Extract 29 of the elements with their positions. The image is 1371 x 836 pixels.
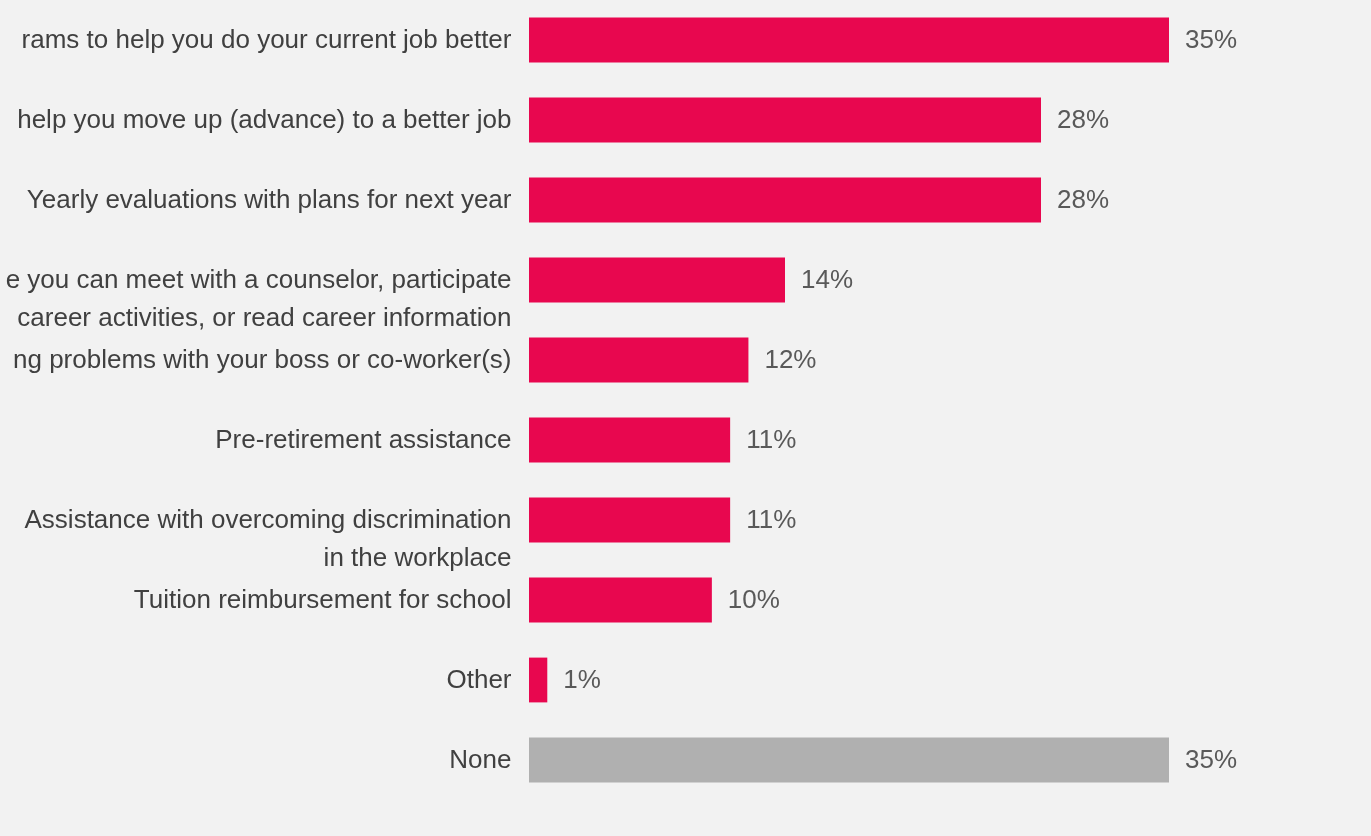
data-label: 12% xyxy=(764,344,817,374)
y-tick-label: Yearly evaluations with plans for next year xyxy=(26,184,512,214)
bar xyxy=(529,337,749,383)
bar xyxy=(529,177,1041,223)
bar xyxy=(529,577,712,623)
bar xyxy=(529,97,1041,143)
y-tick-label: Tuition reimbursement for school xyxy=(133,584,512,614)
y-tick-label: rams to help you do your current job better xyxy=(21,24,512,54)
data-label: 35% xyxy=(1185,24,1238,54)
y-tick-label: Other xyxy=(446,664,512,694)
data-label: 28% xyxy=(1057,184,1110,214)
data-label: 11% xyxy=(746,504,797,534)
data-label: 11% xyxy=(746,424,797,454)
data-label: 10% xyxy=(727,584,780,614)
data-label: 1% xyxy=(563,664,601,694)
y-tick-label: help you move up (advance) to a better job xyxy=(17,104,512,134)
y-tick-label: ng problems with your boss or co-worker(s) xyxy=(13,344,512,374)
data-label: 14% xyxy=(801,264,854,294)
y-tick-label: None xyxy=(449,744,512,774)
bar xyxy=(529,257,785,303)
y-tick-label: Pre-retirement assistance xyxy=(215,424,512,454)
bar xyxy=(529,417,731,463)
data-label: 28% xyxy=(1057,104,1110,134)
y-tick-label: Assistance with overcoming discrimination in the workplace xyxy=(24,504,512,572)
bar xyxy=(529,737,1169,783)
bar xyxy=(529,497,731,543)
bar xyxy=(529,17,1169,63)
data-label: 35% xyxy=(1185,744,1238,774)
bar xyxy=(529,657,548,703)
